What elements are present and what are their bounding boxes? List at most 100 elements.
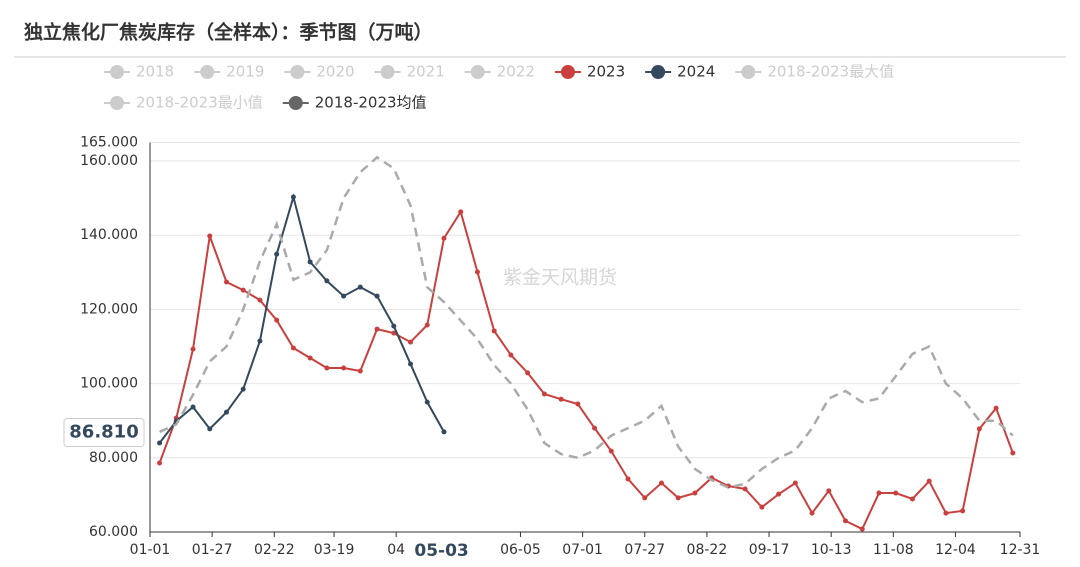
- x-tick-label: 08-22: [687, 542, 728, 558]
- data-point: [257, 338, 263, 344]
- legend-dot: [200, 65, 215, 79]
- x-tick-label: 09-17: [749, 542, 790, 558]
- legend-item[interactable]: 2018: [104, 63, 174, 81]
- data-point: [391, 323, 397, 329]
- y-tick-label: 80.000: [89, 450, 138, 466]
- legend-item[interactable]: 2018-2023最小值: [104, 94, 263, 112]
- data-point: [893, 490, 899, 496]
- data-point: [307, 355, 313, 361]
- legend-label: 2024: [677, 63, 715, 81]
- data-point: [240, 287, 246, 293]
- data-point: [441, 429, 447, 435]
- legend-dot: [560, 65, 575, 79]
- x-tick-label: 01-27: [192, 542, 233, 558]
- data-point: [675, 495, 681, 501]
- y-tick-label: 100.000: [80, 376, 138, 392]
- chart-title: 独立焦化厂焦炭库存（全样本）：季节图（万吨）: [24, 21, 433, 44]
- data-point: [976, 426, 982, 432]
- legend-label: 2018-2023均值: [315, 94, 427, 112]
- series-line: [159, 155, 1014, 489]
- legend-dot: [110, 65, 124, 79]
- data-point: [357, 368, 363, 374]
- data-point: [341, 365, 347, 371]
- legend-dot: [288, 96, 303, 110]
- data-point: [1010, 450, 1016, 456]
- legend-item[interactable]: 2023: [554, 63, 625, 81]
- data-point: [408, 339, 414, 345]
- y-tick-label: 120.000: [80, 301, 138, 317]
- data-point: [575, 401, 581, 407]
- legend-label: 2023: [587, 63, 625, 81]
- legend-item[interactable]: 2020: [284, 63, 355, 81]
- data-point: [960, 508, 966, 514]
- data-point: [157, 440, 163, 446]
- x-tick-label: 03-19: [314, 542, 355, 558]
- legend-item[interactable]: 2019: [194, 63, 264, 81]
- y-tick-label: 165.000: [80, 135, 138, 151]
- data-point: [157, 460, 163, 466]
- legend-label: 2022: [497, 63, 535, 81]
- data-point: [190, 404, 196, 410]
- legend-item[interactable]: 2024: [645, 63, 715, 81]
- x-tick-label: 12-04: [935, 542, 976, 558]
- data-point: [926, 478, 932, 484]
- pointer-y-label: 86.810: [69, 422, 138, 443]
- data-point: [290, 194, 296, 200]
- x-tick-label: 11-08: [873, 542, 914, 558]
- series-line: [158, 193, 445, 444]
- legend-dot: [470, 65, 485, 79]
- x-tick-label: 10-13: [811, 542, 852, 558]
- data-point: [826, 488, 832, 494]
- data-point: [441, 235, 447, 241]
- data-point: [843, 518, 849, 524]
- data-point: [809, 510, 815, 516]
- data-point: [307, 259, 313, 265]
- data-point: [257, 297, 263, 303]
- watermark: 紫金天风期货: [503, 267, 617, 289]
- y-tick-label: 160.000: [80, 153, 138, 169]
- data-point: [374, 326, 380, 332]
- legend-label: 2018: [136, 63, 174, 81]
- legend-item[interactable]: 2018-2023最大值: [735, 63, 894, 81]
- data-point: [424, 399, 430, 405]
- data-point: [324, 365, 330, 371]
- legend-label: 2018-2023最小值: [136, 94, 263, 112]
- legend-dot: [651, 65, 666, 79]
- data-point: [324, 278, 330, 284]
- legend-dot: [741, 65, 756, 79]
- data-point: [759, 504, 765, 510]
- data-point: [692, 490, 698, 496]
- legend-item[interactable]: 2018-2023均值: [282, 94, 427, 112]
- pointer-y-box: [63, 418, 145, 448]
- legend-dot: [380, 65, 395, 79]
- y-tick-label: 140.000: [80, 227, 138, 243]
- data-point: [357, 284, 363, 290]
- data-point: [508, 352, 514, 358]
- legend-item[interactable]: 2022: [464, 63, 535, 81]
- data-point: [474, 269, 480, 275]
- data-point: [341, 293, 347, 299]
- x-tick-label: 06-05: [500, 542, 541, 558]
- pointer-x-label: 05-03: [414, 541, 468, 561]
- data-point: [776, 491, 782, 497]
- legend-label: 2019: [226, 63, 264, 81]
- data-point: [943, 510, 949, 516]
- data-point: [491, 328, 497, 334]
- data-point: [642, 495, 648, 501]
- data-point: [223, 279, 229, 285]
- x-tick-label: 07-01: [562, 542, 603, 558]
- data-point: [424, 322, 430, 328]
- legend-label: 2021: [407, 63, 445, 81]
- x-tick-label: 07-27: [624, 542, 665, 558]
- data-point: [525, 370, 531, 376]
- data-point: [625, 476, 631, 482]
- x-tick-label: 12-31: [1000, 542, 1041, 558]
- data-point: [876, 490, 882, 496]
- legend-item[interactable]: 2021: [374, 63, 445, 81]
- data-point: [274, 317, 280, 323]
- x-tick-label: 02-22: [254, 542, 295, 558]
- data-point: [290, 345, 296, 351]
- data-point: [207, 426, 213, 432]
- legend-label: 2020: [316, 63, 354, 81]
